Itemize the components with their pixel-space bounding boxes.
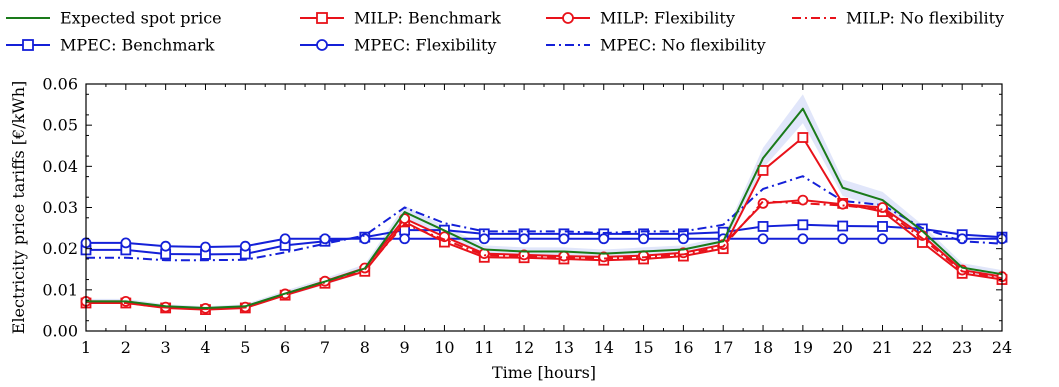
data-point-circle [877,233,888,245]
data-point-circle [239,240,251,252]
y-axis-label: Electricity price tariffs [€/kWh] [9,81,28,334]
x-tick-label: 1 [81,338,91,357]
x-axis-label: Time [hours] [492,363,596,382]
y-tick-label: 0.02 [42,239,78,258]
legend-item-mpec-benchmark: MPEC: Benchmark [6,36,215,55]
data-point-square [757,221,769,232]
data-point-circle [518,233,530,245]
series-line [86,223,1003,256]
data-point-circle [120,237,132,249]
x-tick-label: 3 [161,338,171,357]
legend-label: MILP: Benchmark [354,9,501,28]
x-tick-label: 21 [872,338,892,357]
x-axis: 1 2 3 4 5 6 7 8 9 10 11 12 13 14 15 16 17 18 19 20 21 22 23 24 [81,84,1012,357]
legend-item-mpec-flexibility: MPEC: Flexibility [300,36,496,55]
plot-area: 1 2 3 4 5 6 7 8 9 10 11 12 13 14 15 16 17 18 19 20 21 22 23 24 … [42,75,1012,358]
data-point-square [877,221,888,232]
x-tick-label: 2 [121,338,131,357]
data-point-circle [837,233,849,245]
x-tick-label: 5 [240,338,250,357]
series-milp-no-flexibility [85,200,1003,311]
y-axis: 0.00 0.01 0.02 0.03 0.04 0.05 0.06 [42,75,1002,341]
data-point-square [757,165,769,176]
data-point-circle [558,233,570,245]
data-point-square [837,220,849,232]
legend-marker-square [316,12,328,24]
y-tick-label: 0.03 [42,198,78,217]
series-mpec-no-flexibility [86,175,1003,262]
series-line [85,200,1003,311]
x-tick-label: 19 [793,338,813,357]
data-point-circle [638,233,649,245]
data-point-circle [757,197,769,209]
x-tick-label: 12 [514,338,534,357]
series-line [86,175,1003,262]
y-tick-label: 0.04 [42,157,78,176]
x-tick-label: 18 [753,338,773,357]
x-tick-label: 14 [594,338,614,357]
series-layer [80,107,1008,315]
data-point-circle [478,233,490,245]
y-tick-label: 0.06 [42,75,78,94]
data-point-circle [558,250,570,262]
legend-marker-circle [562,12,574,24]
y-tick-label: 0.05 [42,116,78,135]
x-tick-label: 22 [912,338,932,357]
series-mpec-flexibility [80,233,1008,253]
y-tick-label: 0.01 [42,280,78,299]
series-line [86,107,1003,309]
legend-item-milp-no-flexibility: MILP: No flexibility [792,9,1004,28]
x-tick-label: 24 [992,338,1012,357]
x-tick-label: 9 [400,338,410,357]
series-expected-spot-price [86,107,1003,309]
data-point-circle [200,241,211,253]
legend-item-expected-spot-price: Expected spot price [6,9,222,28]
legend: Expected spot price MILP: Benchmark MILP: … [6,9,1004,55]
spot-price-band [86,94,1002,311]
data-point-circle [399,233,411,245]
data-point-circle [319,233,331,245]
data-point-circle [518,249,530,261]
x-tick-label: 10 [434,338,454,357]
legend-label: MPEC: No flexibility [600,36,766,55]
legend-item-milp-benchmark: MILP: Benchmark [300,9,501,28]
x-tick-label: 8 [360,338,370,357]
data-point-circle [837,198,849,210]
data-point-circle [359,233,371,245]
legend-marker-square [22,39,34,51]
series-milp-benchmark [80,132,1008,315]
data-point-square [797,219,809,231]
data-point-circle [598,233,610,245]
legend-label: MPEC: Benchmark [60,36,215,55]
data-point-circle [797,233,809,245]
uncertainty-band-layer [86,94,1002,311]
legend-item-mpec-no-flexibility: MPEC: No flexibility [546,36,766,55]
y-tick-label: 0.00 [42,322,78,341]
x-tick-label: 6 [280,338,290,357]
x-tick-label: 23 [952,338,972,357]
x-tick-label: 7 [320,338,330,357]
data-point-circle [279,233,291,245]
data-point-circle [757,233,769,245]
x-tick-label: 13 [554,338,574,357]
legend-label: MILP: Flexibility [600,9,735,28]
data-point-circle [160,240,172,252]
legend-label: MPEC: Flexibility [354,36,496,55]
data-point-square [797,132,809,143]
x-tick-label: 16 [673,338,693,357]
x-tick-label: 20 [833,338,853,357]
data-point-circle [677,233,689,245]
series-line [86,136,1003,311]
legend-item-milp-flexibility: MILP: Flexibility [546,9,735,28]
legend-label: Expected spot price [60,9,222,28]
data-point-circle [877,202,888,213]
x-tick-label: 11 [474,338,494,357]
series-line [86,237,1002,249]
x-tick-label: 17 [713,338,733,357]
x-tick-label: 4 [200,338,210,357]
legend-label: MILP: No flexibility [846,9,1004,28]
legend-marker-circle [316,39,328,51]
x-tick-label: 15 [633,338,653,357]
